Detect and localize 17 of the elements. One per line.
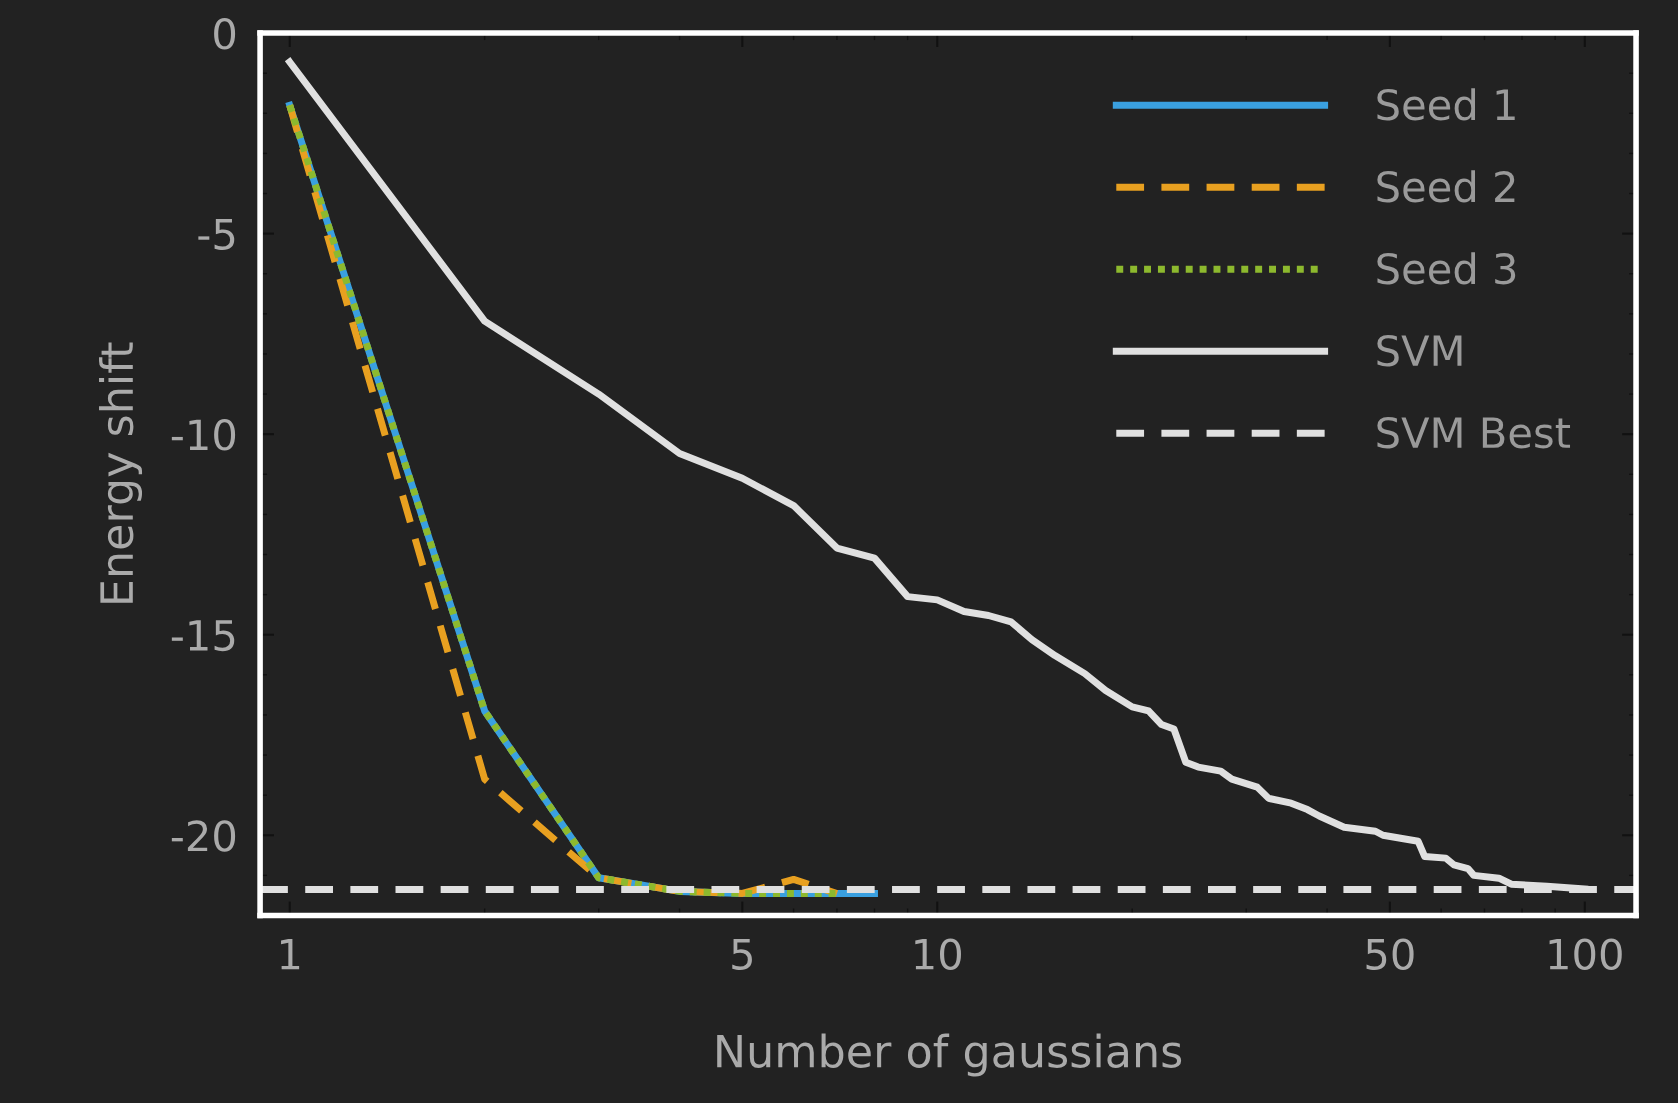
y-tick-label: -15: [171, 620, 235, 652]
legend-label: SVM: [1377, 334, 1462, 367]
x-tick-label: 5: [732, 938, 752, 970]
x-tick-label: 100: [1549, 938, 1622, 970]
y-axis-title: Energy shift: [99, 342, 143, 603]
y-tick-label: -5: [198, 219, 235, 251]
x-tick-label: 50: [1366, 938, 1414, 970]
x-tick-label: 1: [281, 938, 300, 970]
legend-label: Seed 2: [1377, 170, 1515, 203]
x-tick-label: 10: [915, 938, 961, 970]
legend-label: Seed 1: [1377, 88, 1515, 121]
x-axis-title: Number of gaussians: [717, 1033, 1182, 1077]
legend-label: Seed 3: [1377, 252, 1516, 285]
y-tick-label: 0: [214, 18, 236, 50]
legend-label: SVM Best: [1377, 416, 1571, 449]
y-tick-label: -20: [171, 820, 236, 852]
y-tick-label: -10: [171, 419, 236, 451]
